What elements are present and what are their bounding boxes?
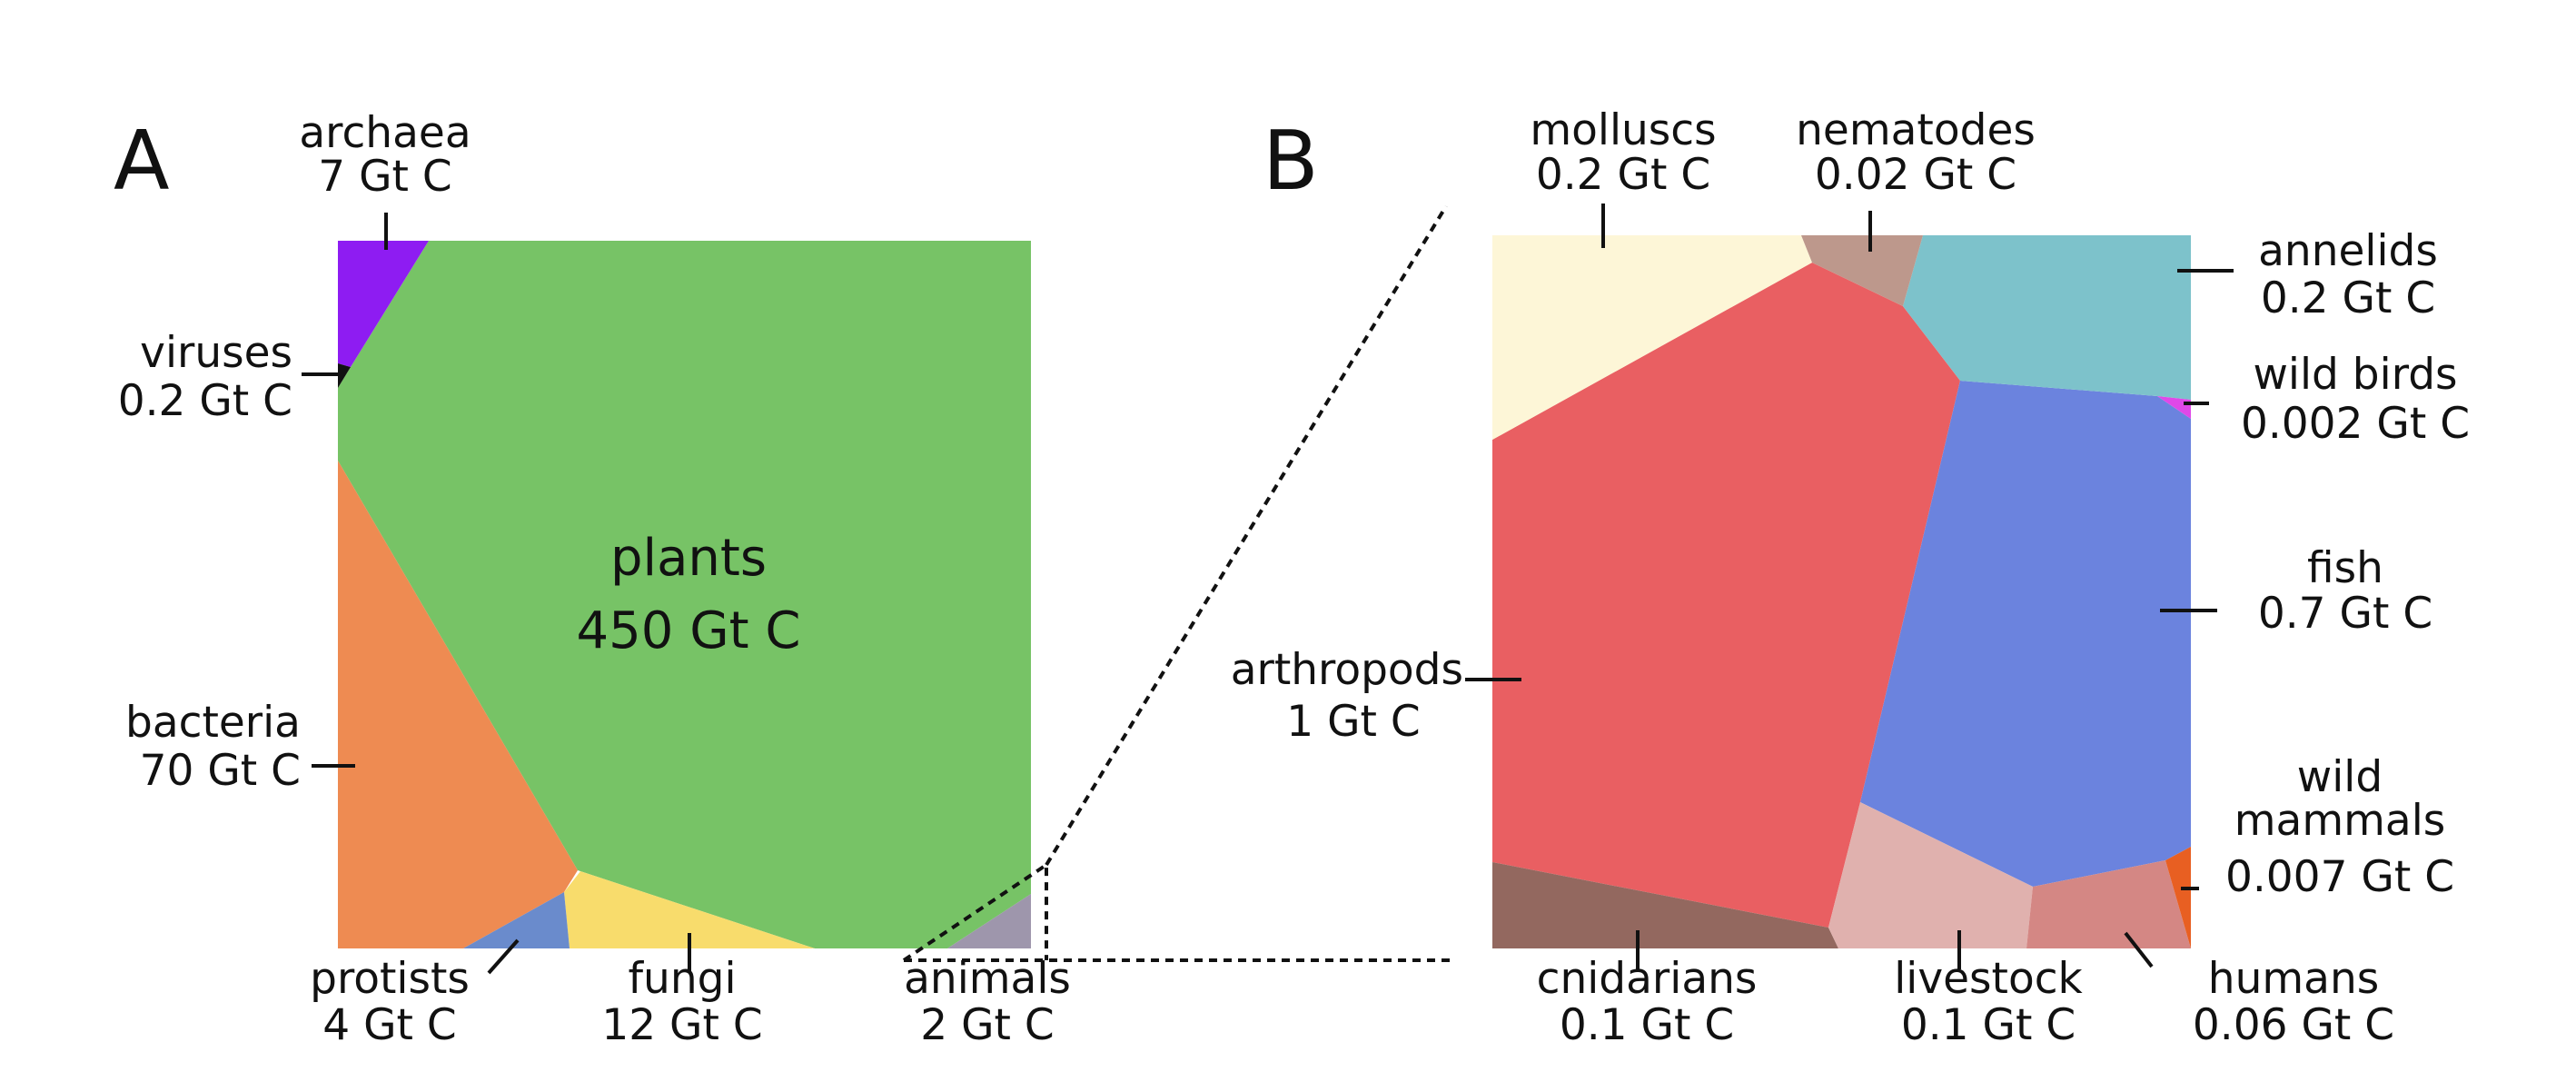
label-cnidarians-value: 0.1 Gt C [1560,1000,1734,1050]
label-arthropods-name: arthropods [1231,645,1463,695]
cell-arthropods [1492,263,1960,928]
leader-lines [302,203,2234,975]
label-wild-mammals-value: 0.007 Gt C [2225,852,2454,902]
cell-fungi [564,871,815,948]
cell-wild-birds [2157,396,2191,419]
panel-label-a: A [114,114,170,209]
label-bacteria-name: bacteria [125,698,301,748]
label-wild-birds-value: 0.002 Gt C [2241,399,2470,449]
cell-animals [947,894,1031,948]
label-plants-name: plants [610,529,767,588]
label-arthropods-value: 1 Gt C [1286,697,1420,747]
label-nematodes-value: 0.02 Gt C [1815,150,2016,200]
label-animals-value: 2 Gt C [920,1000,1054,1050]
label-nematodes-name: nematodes [1796,105,2036,155]
zoom-connector [902,204,1453,962]
label-fungi-value: 12 Gt C [601,1000,762,1050]
label-livestock-name: livestock [1894,954,2083,1004]
cell-nematodes [1801,235,1923,306]
label-viruses-name: viruses [140,328,292,378]
cell-molluscs [1492,235,1812,440]
label-protists-name: protists [310,954,470,1004]
label-fungi-name: fungi [628,954,736,1004]
cell-plants [338,241,1031,948]
cell-fish [1860,381,2191,887]
zoom-line-top [1045,204,1448,867]
label-fish-name: fish [2307,543,2383,593]
cell-wild-mammals [2165,847,2191,948]
zoom-box [902,861,1048,962]
label-wild-birds-name: wild birds [2253,350,2457,400]
label-molluscs-value: 0.2 Gt C [1536,150,1710,200]
label-cnidarians-name: cnidarians [1537,954,1758,1004]
label-annelids-value: 0.2 Gt C [2261,273,2435,323]
label-molluscs-name: molluscs [1530,105,1716,155]
label-archaea-value: 7 Gt C [318,152,451,202]
label-wild-mammals-name-2: mammals [2234,796,2446,846]
label-fish-value: 0.7 Gt C [2258,589,2432,639]
label-animals-name: animals [904,954,1071,1004]
label-plants-value: 450 Gt C [577,601,801,660]
cell-humans [2026,860,2191,948]
label-humans-name: humans [2208,954,2379,1004]
cell-annelids [1903,235,2191,400]
cell-archaea [338,241,429,367]
cell-livestock [1828,802,2033,948]
label-archaea-name: archaea [299,108,471,158]
cell-cnidarians [1492,862,1838,948]
label-livestock-value: 0.1 Gt C [1901,1000,2076,1050]
cell-protists [463,892,570,948]
label-protists-value: 4 Gt C [322,1000,456,1050]
label-humans-value: 0.06 Gt C [2193,1000,2394,1050]
cell-bacteria [338,461,578,948]
label-viruses-value: 0.2 Gt C [118,376,292,426]
panel-label-b: B [1263,114,1319,209]
label-wild-mammals-name-1: wild [2297,752,2383,802]
label-bacteria-value: 70 Gt C [140,746,301,796]
label-annelids-name: annelids [2258,226,2438,276]
